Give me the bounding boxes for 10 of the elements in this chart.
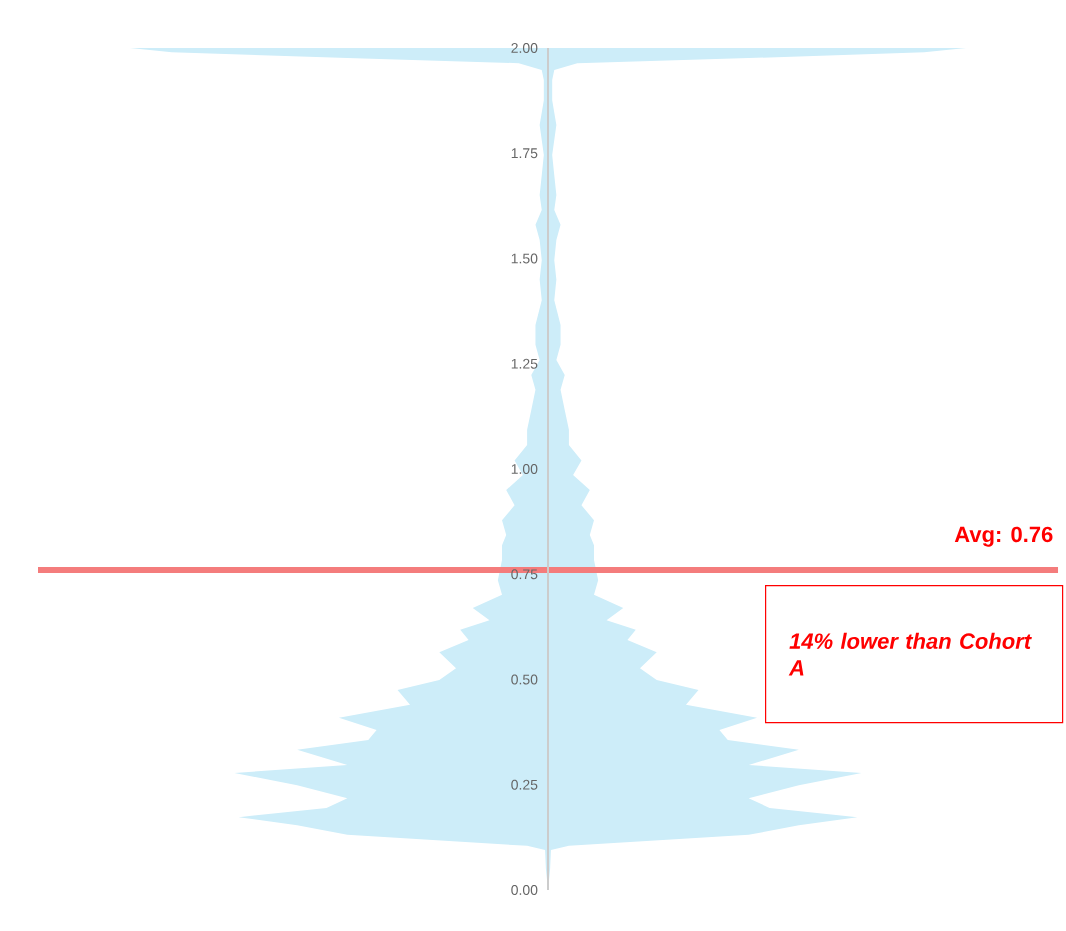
y-tick-label: 0.00 bbox=[511, 885, 538, 895]
ref-line-label: Avg: 0.76 bbox=[954, 526, 1053, 547]
annotation: 14% lower than Cohort A bbox=[788, 632, 1032, 676]
y-tick-label: 2.00 bbox=[511, 43, 538, 53]
y-tick-label: 0.25 bbox=[511, 779, 538, 790]
y-tick-label: 1.75 bbox=[511, 148, 538, 159]
y-tick-label: 1.25 bbox=[511, 358, 538, 369]
y-tick-label: 1.00 bbox=[511, 464, 538, 474]
y-tick-label: 1.50 bbox=[511, 253, 538, 264]
y-tick-label: 0.50 bbox=[511, 674, 538, 685]
